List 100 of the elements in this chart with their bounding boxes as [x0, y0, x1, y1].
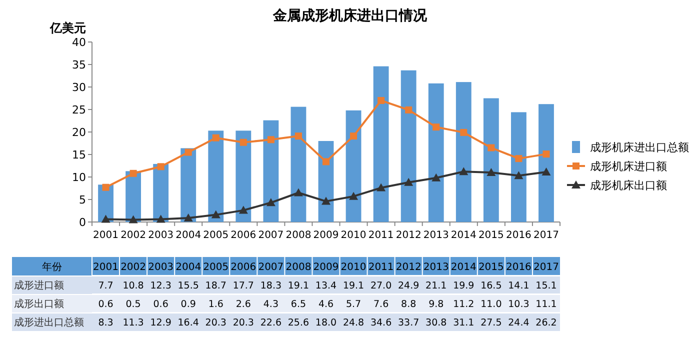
data-label: 16.5 [480, 280, 502, 292]
point [322, 196, 330, 205]
legend-label: 成形机床进口额 [590, 160, 667, 173]
point [378, 97, 385, 104]
data-label: 12.9 [150, 318, 172, 328]
data-label: 11.0 [480, 299, 502, 310]
point [488, 144, 495, 152]
category-label: 2010 [340, 262, 366, 273]
data-label: 12.3 [150, 280, 172, 292]
category-label: 2014 [450, 262, 476, 273]
data-label: 21.1 [426, 280, 447, 292]
y-tick-label: 35 [72, 58, 86, 72]
point [240, 138, 247, 146]
data-label: 20.3 [205, 318, 226, 328]
data-label: 11.1 [536, 299, 557, 310]
y-tick-label: 0 [79, 216, 86, 229]
x-tick-label: 2016 [506, 230, 532, 241]
point [376, 183, 386, 192]
text: 年份 [42, 262, 62, 273]
data-label: 8.3 [98, 318, 114, 328]
y-tick-label: 25 [72, 104, 86, 116]
data-label: 19.1 [342, 280, 364, 292]
bar [428, 83, 444, 222]
x-tick-label: 2012 [396, 230, 422, 241]
data-label: 8.8 [401, 299, 416, 310]
chart-title: 金属成形机床进出口情况 [272, 7, 428, 24]
data-label: 9.8 [428, 299, 444, 310]
data-label: 0.6 [98, 299, 114, 310]
point [156, 214, 166, 223]
x-tick-label: 2017 [534, 230, 559, 241]
point [294, 132, 302, 140]
point [542, 168, 551, 176]
text: 成形进口额 [14, 280, 64, 292]
x-tick-label: 2009 [313, 230, 339, 241]
text: 成形进出口总额 [14, 318, 84, 328]
data-label: 22.6 [260, 318, 282, 328]
bar [346, 110, 362, 222]
point [128, 215, 138, 224]
data-label: 27.5 [480, 318, 502, 328]
data-label: 11.3 [122, 318, 144, 328]
x-tick-label: 2008 [286, 230, 312, 241]
data-label: 18.7 [205, 280, 226, 292]
x-tick-label: 2001 [93, 230, 118, 241]
data-label: 14.1 [508, 280, 530, 292]
bar [290, 106, 306, 222]
x-tick-label: 2015 [478, 230, 504, 241]
data-label: 30.8 [426, 318, 447, 328]
y-tick-label: 10 [72, 171, 86, 184]
point [211, 210, 220, 218]
category-label: 2015 [478, 262, 504, 273]
data-label: 18.0 [315, 318, 337, 328]
y-tick-label: 5 [79, 194, 86, 206]
point [350, 132, 358, 140]
data-label: 27.0 [370, 280, 392, 292]
x-tick-label: 2003 [148, 230, 174, 241]
bar [483, 98, 499, 222]
point [405, 106, 412, 114]
point [238, 206, 248, 214]
category-label: 2006 [230, 262, 256, 273]
point [514, 171, 524, 180]
data-label: 18.3 [260, 280, 282, 292]
data-label: 24.9 [398, 280, 420, 292]
data-label: 33.7 [398, 318, 420, 328]
data-label: 0.9 [180, 299, 196, 310]
legend-label: 成形机床进出口总额 [590, 141, 689, 154]
category-label: 2008 [286, 262, 312, 273]
category-label: 2013 [423, 262, 449, 273]
point [322, 158, 330, 166]
point [432, 124, 440, 131]
y-axis-title: 亿美元 [49, 21, 86, 35]
x-tick-label: 2004 [176, 230, 202, 241]
data-label: 24.8 [342, 318, 364, 328]
data-label: 6.5 [290, 299, 306, 310]
point [459, 167, 468, 176]
category-label: 2011 [368, 262, 394, 273]
bar [511, 112, 526, 222]
x-tick-label: 2002 [120, 230, 146, 241]
point [404, 178, 414, 186]
category-label: 2007 [258, 262, 284, 273]
data-label: 31.1 [453, 318, 474, 328]
data-label: 5.7 [346, 299, 362, 310]
bar [263, 120, 279, 222]
x-tick-label: 2013 [423, 230, 449, 241]
x-tick-label: 2007 [258, 230, 284, 241]
data-label: 1.6 [208, 299, 224, 310]
data-label: 19.1 [288, 280, 310, 292]
data-label: 16.4 [178, 318, 199, 328]
data-label: 26.2 [536, 318, 557, 328]
data-label: 15.5 [178, 280, 199, 292]
data-label: 7.7 [98, 280, 114, 292]
data-label: 17.7 [232, 280, 254, 292]
category-label: 2012 [396, 262, 422, 273]
point [101, 214, 110, 223]
bar [236, 130, 252, 222]
point [102, 184, 110, 191]
data-label: 2.6 [236, 299, 251, 310]
data-label: 4.3 [263, 299, 278, 310]
category-label: 2003 [148, 262, 174, 273]
point [184, 213, 193, 222]
category-label: 2005 [203, 262, 229, 273]
